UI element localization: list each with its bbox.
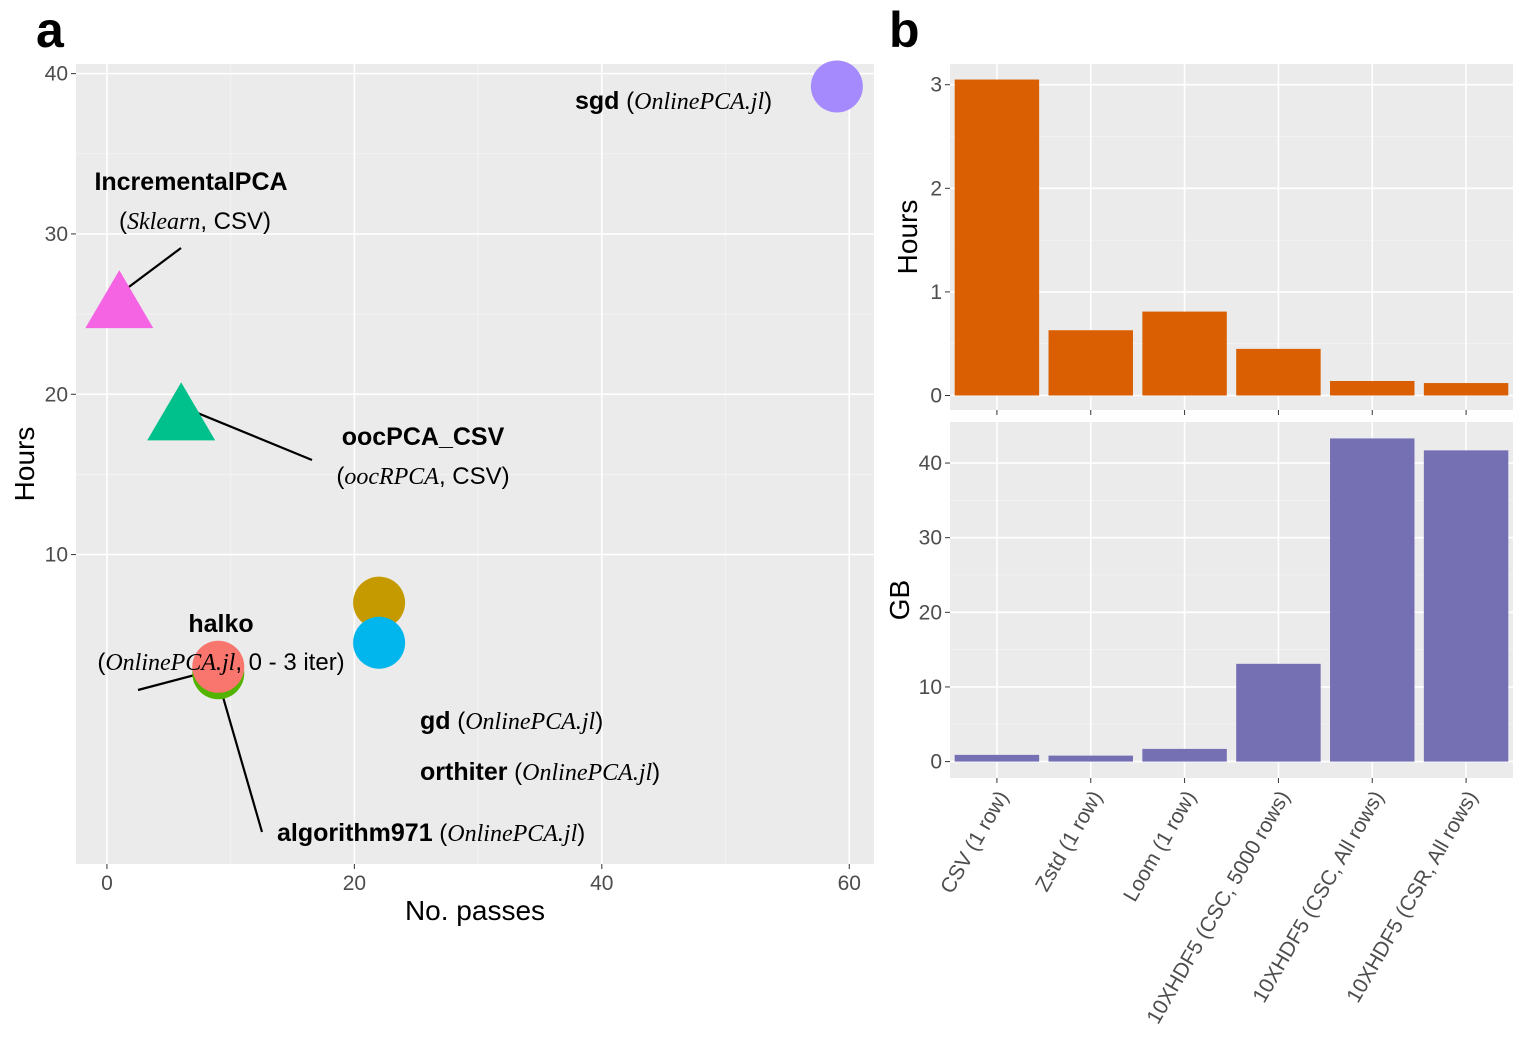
point-incrementalpca bbox=[85, 270, 154, 329]
y-tick-label: 30 bbox=[45, 223, 68, 246]
x-tick-label: 20 bbox=[343, 872, 366, 895]
y-tick-label: 0 bbox=[930, 384, 942, 407]
x-tick-label-zstd-1-row: Zstd (1 row) bbox=[1031, 787, 1107, 896]
label-halko-detail: (OnlinePCA.jl, 0 - 3 iter) bbox=[97, 649, 344, 676]
label-gd: gd (OnlinePCA.jl) bbox=[420, 707, 603, 735]
y-tick-label: 3 bbox=[930, 74, 942, 97]
plot-background bbox=[76, 64, 874, 864]
bar-10xhdf5-csr-all-rows bbox=[1423, 450, 1509, 762]
bar-10xhdf5-csr-all-rows bbox=[1423, 383, 1509, 396]
bar-panel-gb: 0 10 20 30 40 GB CSV (1 row) Zstd (1 row) Loom (… bbox=[884, 422, 1513, 1028]
x-tick-label: 60 bbox=[838, 872, 861, 895]
point-halko bbox=[192, 640, 245, 693]
bar-10xhdf5-csc-5000-rows bbox=[1236, 663, 1321, 762]
x-tick-label: 40 bbox=[590, 872, 613, 895]
y-tick-label: 10 bbox=[45, 544, 68, 567]
y-axis-title: Hours bbox=[892, 200, 923, 275]
bar-csv-1-row bbox=[954, 79, 1040, 396]
label-sgd: sgd (OnlinePCA.jl) bbox=[575, 87, 772, 115]
y-tick-label: 20 bbox=[45, 383, 68, 406]
plot-background bbox=[950, 64, 1513, 410]
y-axis-title: GB bbox=[884, 580, 915, 620]
y-tick-label: 2 bbox=[930, 177, 942, 200]
y-tick-label: 30 bbox=[919, 527, 942, 550]
leader-line-oocpca-csv bbox=[180, 405, 313, 462]
x-tick-label-loom-1-row: Loom (1 row) bbox=[1119, 787, 1201, 906]
plot-background bbox=[950, 422, 1513, 778]
x-axis-title: No. passes bbox=[405, 895, 545, 926]
bar-zstd-1-row bbox=[1048, 330, 1133, 396]
x-tick-label-csv-1-row: CSV (1 row) bbox=[936, 787, 1013, 898]
y-tick-label: 1 bbox=[930, 281, 942, 304]
label-orthiter: orthiter (OnlinePCA.jl) bbox=[420, 758, 660, 786]
bar-10xhdf5-csc-5000-rows bbox=[1236, 348, 1321, 396]
y-tick-label: 0 bbox=[930, 751, 942, 774]
point-sgd bbox=[810, 60, 863, 113]
bar-loom-1-row bbox=[1142, 748, 1227, 762]
bar-zstd-1-row bbox=[1048, 755, 1133, 762]
label-incrementalpca-detail: (Sklearn, CSV) bbox=[119, 208, 271, 235]
y-tick-label: 40 bbox=[919, 452, 942, 475]
y-tick-label: 40 bbox=[45, 63, 68, 86]
label-oocpca-name: oocPCA_CSV bbox=[342, 423, 505, 451]
x-tick-label: 0 bbox=[101, 872, 113, 895]
point-gd bbox=[353, 576, 406, 629]
scatter-panel-a: 0 20 40 60 10 20 30 40 No. passes Hours Incrementa… bbox=[9, 60, 874, 926]
point-orthiter bbox=[353, 616, 406, 669]
point-oocpca-csv bbox=[147, 382, 216, 441]
leader-line-incrementalpca bbox=[118, 247, 182, 295]
bar-loom-1-row bbox=[1142, 311, 1227, 396]
bar-10xhdf5-csc-all-rows bbox=[1330, 380, 1415, 396]
panel-letter-a: a bbox=[36, 2, 65, 58]
label-incrementalpca-name: IncrementalPCA bbox=[94, 168, 287, 196]
label-oocpca-detail: (oocRPCA, CSV) bbox=[336, 463, 509, 490]
bar-10xhdf5-csc-all-rows bbox=[1330, 438, 1415, 762]
bar-panel-hours: 0 1 2 3 Hours bbox=[892, 64, 1513, 415]
y-tick-label: 10 bbox=[919, 676, 942, 699]
panel-letter-b: b bbox=[889, 2, 920, 58]
bar-csv-1-row bbox=[954, 754, 1040, 762]
label-algorithm971: algorithm971 (OnlinePCA.jl) bbox=[277, 819, 585, 847]
y-axis-title: Hours bbox=[9, 427, 40, 502]
label-halko-name: halko bbox=[188, 610, 253, 638]
y-tick-label: 20 bbox=[919, 601, 942, 624]
